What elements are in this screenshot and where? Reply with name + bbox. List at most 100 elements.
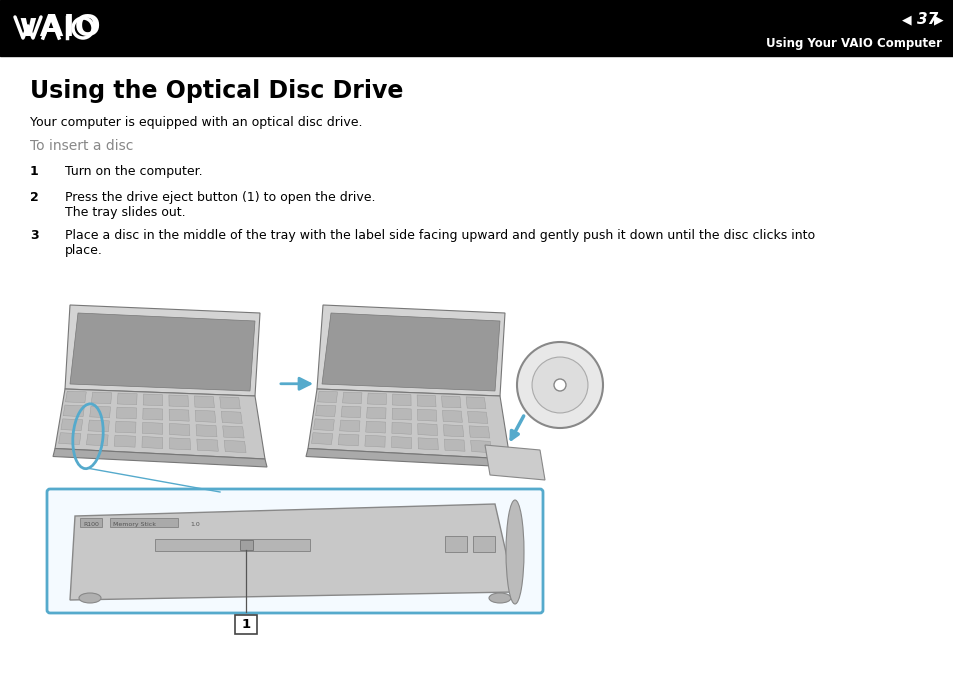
Polygon shape [169,409,189,421]
Text: Place a disc in the middle of the tray with the label side facing upward and gen: Place a disc in the middle of the tray w… [65,229,814,242]
Polygon shape [417,409,436,421]
Polygon shape [170,438,191,450]
Polygon shape [315,405,335,417]
Polygon shape [342,392,361,404]
Polygon shape [142,437,163,448]
Text: place.: place. [65,244,103,257]
Bar [444,536,467,552]
Bar [80,518,102,527]
Polygon shape [443,425,463,437]
Polygon shape [116,407,136,419]
Bar [473,536,495,552]
Polygon shape [143,408,162,420]
Polygon shape [55,389,265,459]
Polygon shape [87,434,108,446]
Bar [110,518,178,527]
Polygon shape [224,440,246,453]
Polygon shape [322,313,499,391]
Polygon shape [484,445,544,480]
Polygon shape [219,397,240,409]
Polygon shape [70,313,254,391]
Polygon shape [467,411,487,423]
Polygon shape [308,389,510,459]
Polygon shape [392,423,411,434]
Text: 37: 37 [917,12,938,27]
Polygon shape [58,433,81,444]
Polygon shape [316,305,504,396]
Polygon shape [117,393,137,404]
Polygon shape [70,504,515,600]
Text: ▶: ▶ [933,13,943,26]
Text: R100: R100 [83,522,99,527]
Text: Memory Stick: Memory Stick [112,522,156,527]
Text: Using the Optical Disc Drive: Using the Optical Disc Drive [30,79,403,103]
Text: 1.0: 1.0 [190,522,199,527]
Polygon shape [53,448,267,467]
Polygon shape [341,406,360,418]
Polygon shape [417,438,437,450]
Text: ∨AIO: ∨AIO [15,13,100,42]
Text: 3: 3 [30,229,38,242]
Polygon shape [65,305,260,396]
Polygon shape [169,423,190,435]
Polygon shape [194,396,214,408]
Bar [154,539,310,551]
Polygon shape [142,423,163,434]
Polygon shape [441,396,460,408]
Text: Press the drive eject button (1) to open the drive.: Press the drive eject button (1) to open… [65,191,375,204]
Text: 2: 2 [30,191,39,204]
Polygon shape [444,439,464,452]
Polygon shape [392,394,411,406]
Polygon shape [63,405,85,417]
Polygon shape [115,421,136,433]
Polygon shape [366,407,386,419]
Circle shape [554,379,565,391]
Bar [240,540,253,550]
Polygon shape [367,393,386,404]
Bar [0,0,953,56]
Text: ◀: ◀ [902,13,911,26]
Polygon shape [195,410,215,423]
Text: To insert a disc: To insert a disc [30,139,133,153]
Polygon shape [314,419,334,431]
Text: Turn on the computer.: Turn on the computer. [65,165,202,178]
Ellipse shape [505,500,523,604]
Ellipse shape [79,593,101,603]
Polygon shape [416,395,436,407]
Ellipse shape [489,593,511,603]
Polygon shape [114,435,135,447]
Polygon shape [466,397,485,409]
Polygon shape [196,439,218,452]
Polygon shape [90,406,111,418]
Polygon shape [221,411,242,423]
Polygon shape [311,433,333,444]
Text: 1: 1 [30,165,39,178]
Polygon shape [88,420,110,432]
Polygon shape [306,448,512,467]
Polygon shape [417,423,437,435]
Ellipse shape [532,357,587,413]
Text: The tray slides out.: The tray slides out. [65,206,186,219]
Polygon shape [442,410,462,423]
FancyBboxPatch shape [47,489,542,613]
Text: Your computer is equipped with an optical disc drive.: Your computer is equipped with an optica… [30,116,362,129]
Polygon shape [391,437,411,448]
Polygon shape [469,426,489,438]
Ellipse shape [517,342,602,428]
Polygon shape [392,408,411,420]
Text: 1: 1 [241,618,251,631]
Polygon shape [364,435,385,447]
Polygon shape [317,391,337,402]
Polygon shape [339,420,359,432]
Polygon shape [169,395,189,407]
Polygon shape [143,394,162,406]
Polygon shape [470,440,491,453]
Text: Using Your VAIO Computer: Using Your VAIO Computer [765,37,941,50]
Bar [234,615,256,634]
Polygon shape [365,421,385,433]
Polygon shape [91,392,112,404]
Polygon shape [222,426,244,438]
Polygon shape [195,425,216,437]
Polygon shape [337,434,358,446]
Polygon shape [61,419,83,431]
